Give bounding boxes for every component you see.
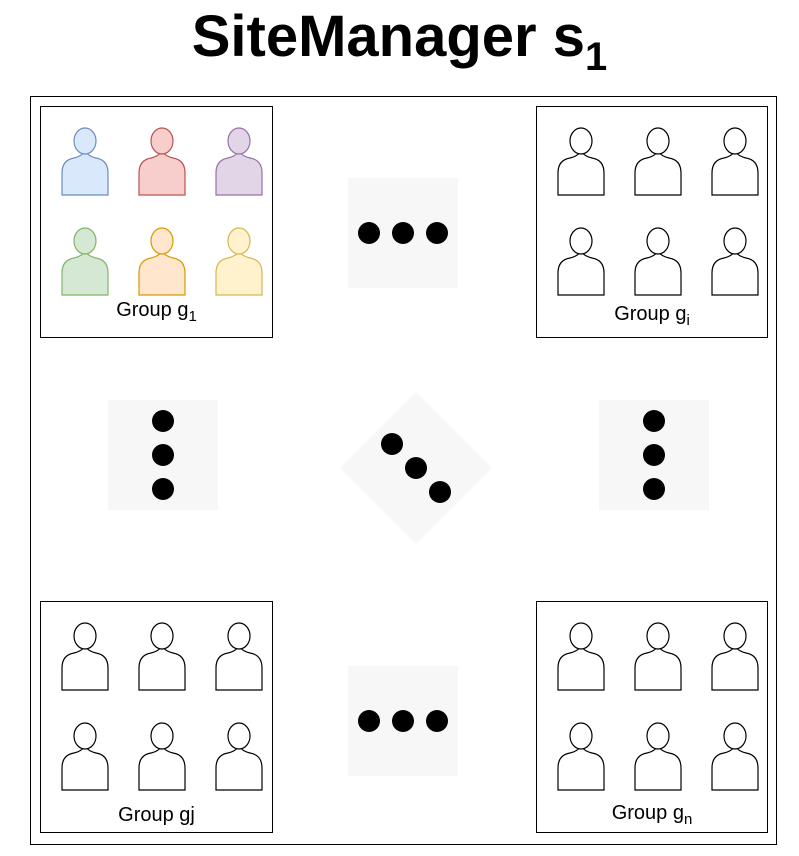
group-gn-label: Group gn [611,802,693,828]
person-icon [215,127,263,196]
group-gj-label: Group gj [118,804,195,826]
group-g1-people [61,127,263,296]
title-text: SiteManager s [191,4,585,69]
vertical-ellipsis-right [599,400,709,510]
group-gn-people [557,622,759,791]
title-subscript: 1 [585,35,608,79]
horizontal-ellipsis-bottom [348,666,458,776]
person-icon [634,622,682,691]
group-g1: Group g1 [40,106,273,338]
horizontal-ellipsis-top [348,178,458,288]
group-gi-people [557,127,759,296]
group-gj-people [61,622,263,791]
person-icon [138,722,186,791]
person-icon [61,722,109,791]
person-icon [557,722,605,791]
person-icon [557,127,605,196]
person-icon [711,622,759,691]
person-icon [634,127,682,196]
person-icon [557,227,605,296]
group-gi-label: Group gi [614,303,690,329]
person-icon [711,127,759,196]
person-icon [61,127,109,196]
person-icon [215,227,263,296]
vertical-ellipsis-left [108,400,218,510]
person-icon [557,622,605,691]
group-gn: Group gn [536,601,768,833]
person-icon [215,622,263,691]
person-icon [138,622,186,691]
person-icon [215,722,263,791]
group-g1-label: Group g1 [116,299,197,325]
person-icon [634,227,682,296]
group-gj: Group gj [40,601,273,833]
person-icon [711,227,759,296]
person-icon [634,722,682,791]
site-manager-container [30,96,777,845]
group-gi: Group gi [536,106,768,338]
person-icon [61,227,109,296]
diagonal-ellipsis-center [340,392,492,544]
diagram-title: SiteManager s1 [0,2,799,92]
person-icon [138,127,186,196]
person-icon [711,722,759,791]
person-icon [138,227,186,296]
person-icon [61,622,109,691]
